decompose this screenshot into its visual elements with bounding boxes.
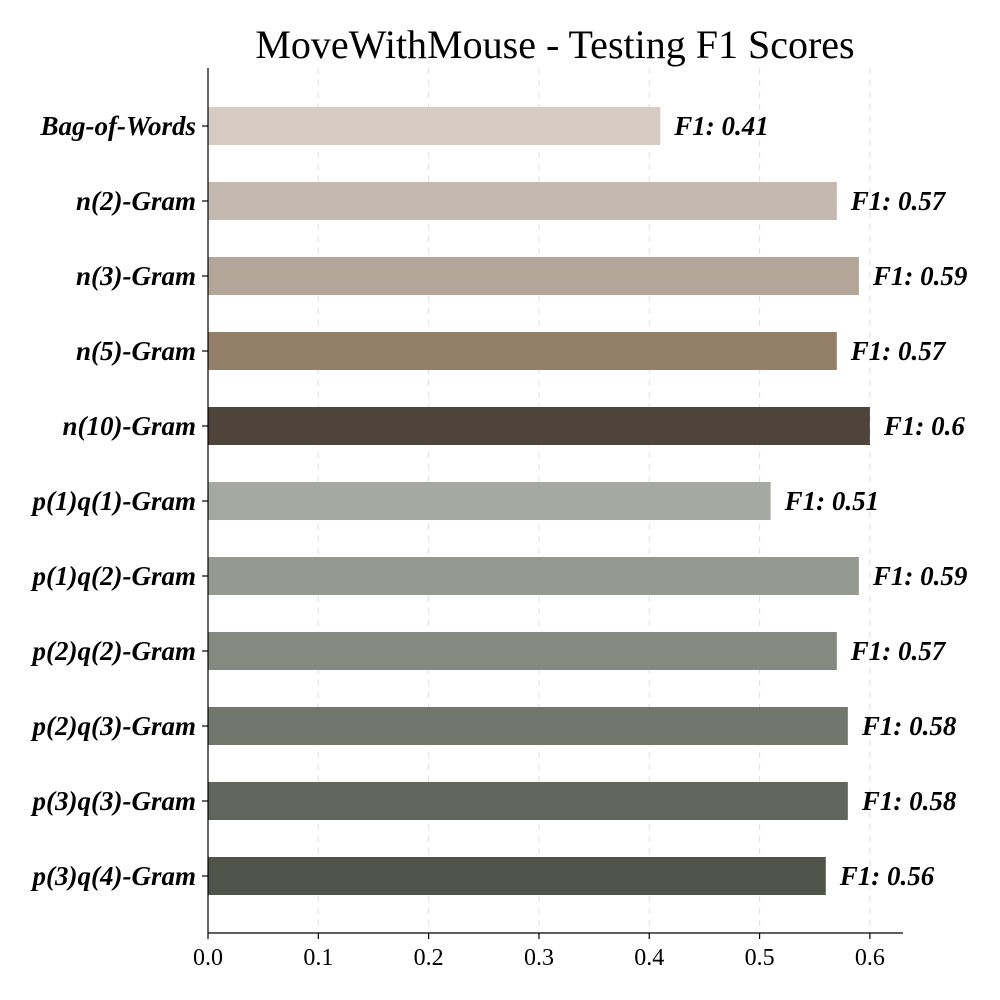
bar — [208, 182, 837, 220]
x-tick-label: 0.6 — [855, 945, 885, 971]
category-label: Bag-of-Words — [39, 111, 196, 141]
data-label: F1: 0.58 — [861, 711, 957, 741]
bar — [208, 407, 870, 445]
bars — [208, 107, 870, 895]
category-label: n(5)-Gram — [76, 336, 196, 366]
data-labels: F1: 0.41 F1: 0.57 F1: 0.59 F1: 0.57 F1: 0.6 F… — [673, 111, 968, 891]
data-label: F1: 0.59 — [872, 261, 968, 291]
bar — [208, 107, 661, 145]
bar — [208, 557, 859, 595]
category-label: n(2)-Gram — [76, 186, 196, 216]
data-label: F1: 0.51 — [784, 486, 880, 516]
bar — [208, 707, 848, 745]
category-label: p(3)q(4)-Gram — [31, 861, 196, 891]
bar — [208, 257, 859, 295]
x-tick-label: 0.5 — [745, 945, 775, 971]
data-label: F1: 0.59 — [872, 561, 968, 591]
category-label: p(3)q(3)-Gram — [31, 786, 196, 816]
bar — [208, 482, 771, 520]
data-label: F1: 0.58 — [861, 786, 957, 816]
chart-title: MoveWithMouse - Testing F1 Scores — [255, 22, 854, 67]
category-label: p(2)q(3)-Gram — [31, 711, 196, 741]
data-label: F1: 0.41 — [673, 111, 769, 141]
bar — [208, 782, 848, 820]
x-tick-label: 0.2 — [414, 945, 444, 971]
data-label: F1: 0.56 — [839, 861, 935, 891]
data-label: F1: 0.6 — [883, 411, 966, 441]
category-label: p(1)q(1)-Gram — [31, 486, 196, 516]
category-label: p(2)q(2)-Gram — [31, 636, 196, 666]
x-tick-label: 0.4 — [634, 945, 664, 971]
data-label: F1: 0.57 — [850, 636, 947, 666]
bar — [208, 332, 837, 370]
category-label: p(1)q(2)-Gram — [31, 561, 196, 591]
x-tick-label: 0.3 — [524, 945, 554, 971]
category-labels: Bag-of-Words n(2)-Gram n(3)-Gram n(5)-Gram n… — [31, 111, 196, 891]
bar — [208, 857, 826, 895]
x-tick-label: 0.1 — [303, 945, 333, 971]
bar — [208, 632, 837, 670]
category-label: n(10)-Gram — [63, 411, 197, 441]
axes — [202, 68, 903, 939]
data-label: F1: 0.57 — [850, 336, 947, 366]
x-tick-labels: 0.0 0.1 0.2 0.3 0.4 0.5 0.6 — [193, 945, 885, 971]
x-tick-label: 0.0 — [193, 945, 223, 971]
data-label: F1: 0.57 — [850, 186, 947, 216]
category-label: n(3)-Gram — [76, 261, 196, 291]
